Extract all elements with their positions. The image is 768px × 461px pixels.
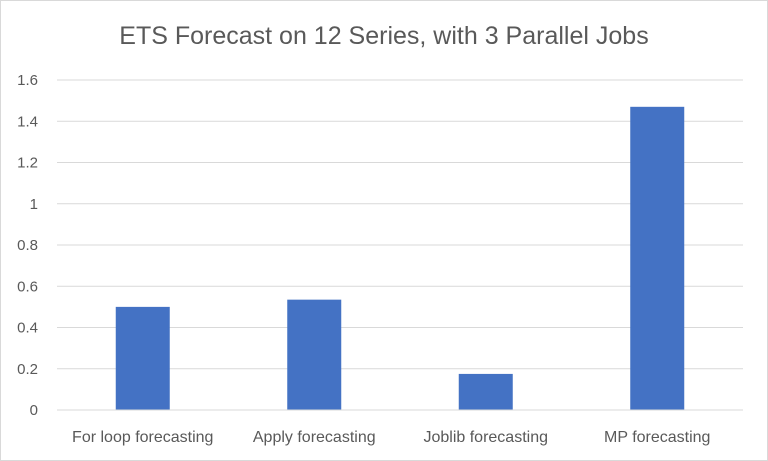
y-tick-label: 1.2 <box>17 155 38 172</box>
bars <box>115 106 685 410</box>
y-tick-label: 0.4 <box>17 320 38 337</box>
bar <box>287 299 342 410</box>
x-category-label: For loop forecasting <box>72 429 213 446</box>
grid-lines <box>57 79 743 370</box>
y-tick-label: 1.4 <box>17 113 38 130</box>
bar <box>630 106 685 410</box>
y-tick-label: 1.6 <box>17 72 38 89</box>
x-category-label: Apply forecasting <box>253 429 376 446</box>
y-tick-label: 0.2 <box>17 361 38 378</box>
x-axis-category-labels: For loop forecasting Apply forecasting Job… <box>72 429 710 446</box>
y-tick-label: 0.6 <box>17 278 38 295</box>
y-tick-label: 1 <box>30 196 38 213</box>
chart-title: ETS Forecast on 12 Series, with 3 Parall… <box>119 22 649 50</box>
y-tick-label: 0.8 <box>17 237 38 254</box>
x-category-label: Joblib forecasting <box>423 429 548 446</box>
bar <box>115 306 170 410</box>
y-axis-tick-labels: 0 0.2 0.4 0.6 0.8 1 1.2 1.4 1.6 <box>17 72 38 419</box>
x-category-label: MP forecasting <box>604 429 710 446</box>
y-tick-label: 0 <box>30 402 38 419</box>
bar <box>458 373 513 410</box>
